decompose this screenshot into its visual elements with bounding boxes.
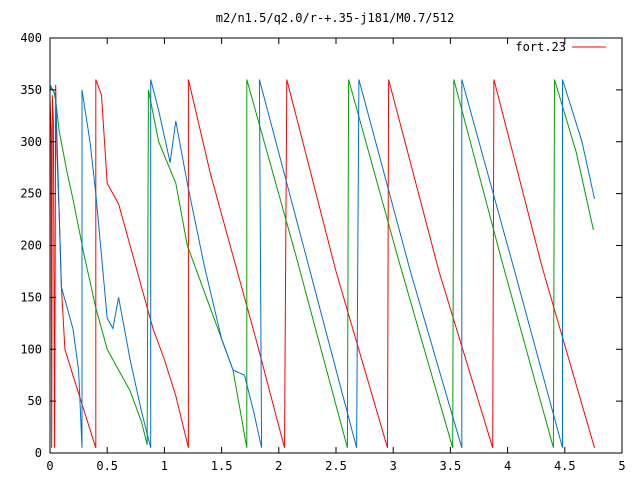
y-tick-label: 350 [20,83,42,97]
y-tick-label: 150 [20,290,42,304]
x-tick-label: 4.5 [554,459,576,473]
series-line-3 [49,79,595,448]
y-tick-label: 400 [20,31,42,45]
x-tick-label: 3.5 [440,459,462,473]
x-tick-label: 2 [275,459,282,473]
x-tick-label: 0 [46,459,53,473]
x-tick-label: 3 [390,459,397,473]
legend-label: fort.23 [515,40,566,54]
x-tick-label: 2.5 [325,459,347,473]
y-tick-label: 300 [20,135,42,149]
series-line-2 [49,79,594,448]
x-tick-label: 1 [161,459,168,473]
y-tick-label: 0 [35,446,42,460]
chart-title: m2/n1.5/q2.0/r-+.35-j181/M0.7/512 [216,11,454,25]
series-layer [49,79,595,448]
x-tick-label: 4 [504,459,511,473]
y-tick-label: 100 [20,342,42,356]
x-tick-label: 5 [618,459,625,473]
x-tick-label: 0.5 [96,459,118,473]
y-tick-label: 200 [20,239,42,253]
y-tick-label: 50 [28,394,42,408]
legend: fort.23 [515,40,606,54]
x-tick-label: 1.5 [211,459,233,473]
axes: 0 0.5 1 1.5 2 2.5 3 3.5 4 4.5 50501001502002503003… [20,31,625,473]
y-tick-label: 250 [20,187,42,201]
